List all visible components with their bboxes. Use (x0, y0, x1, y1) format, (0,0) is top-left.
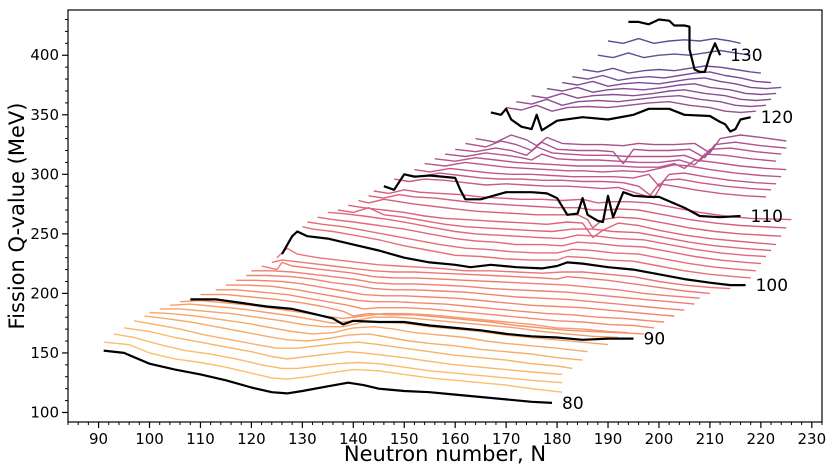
highlighted-lines (103, 18, 751, 404)
isotope-line-z93 (225, 284, 665, 323)
isotope-line-z85 (144, 315, 583, 361)
y-tick-label: 300 (30, 165, 59, 183)
x-tick-label: 150 (390, 430, 419, 448)
isotope-line-z106 (348, 204, 777, 246)
isotope-line-z125 (562, 77, 782, 90)
label-z80: 80 (562, 394, 584, 414)
label-z110: 110 (751, 207, 783, 227)
highlight-line-z110 (383, 173, 741, 224)
x-tick-label: 210 (696, 430, 725, 448)
isotope-line-z117 (455, 146, 782, 162)
isotope-line-z128 (597, 49, 751, 59)
isotope-line-z84 (134, 320, 573, 370)
isotope-line-z108 (368, 193, 787, 229)
highlight-line-z120 (490, 107, 751, 133)
isotope-line-z88 (169, 303, 619, 339)
x-axis-ticks: 90 100 110 120 130 140 150 160 170 180 190 200 210 22… (67, 422, 826, 448)
isotope-line-z86 (149, 311, 588, 353)
x-tick-label: 220 (747, 430, 776, 448)
label-z130: 130 (730, 46, 762, 66)
highlight-line-z130 (628, 18, 722, 73)
isotope-line-z105 (337, 207, 772, 252)
isotope-line-z119 (475, 134, 787, 154)
x-tick-label: 110 (186, 430, 215, 448)
x-tick-label: 100 (135, 430, 164, 448)
isotope-line-z122 (516, 95, 767, 108)
isotope-line-z92 (215, 289, 654, 329)
isotope-line-z107 (358, 198, 782, 237)
y-tick-label: 350 (30, 106, 59, 124)
isotope-line-z98 (271, 259, 710, 295)
y-axis-title: Fission Q-value (MeV) (5, 103, 29, 330)
isotope-line-z96 (251, 270, 695, 305)
plot-lines (103, 37, 792, 393)
isotope-line-z102 (307, 221, 756, 272)
x-tick-label: 140 (339, 430, 368, 448)
x-tick-label: 90 (89, 430, 108, 448)
isotope-line-z113 (414, 167, 777, 187)
y-tick-label: 400 (30, 46, 59, 64)
x-tick-label: 170 (492, 430, 521, 448)
label-z90: 90 (644, 330, 666, 350)
highlight-line-z90 (190, 298, 634, 341)
isotope-line-z121 (505, 101, 756, 114)
x-tick-label: 160 (441, 430, 470, 448)
x-tick-label: 180 (543, 430, 572, 448)
x-tick-label: 200 (645, 430, 674, 448)
isotope-line-z115 (434, 157, 787, 171)
isotope-line-z127 (582, 65, 761, 74)
y-tick-label: 200 (30, 284, 59, 302)
isotope-line-z82 (113, 333, 563, 384)
isotope-line-z104 (327, 211, 767, 258)
x-tick-label: 230 (797, 430, 826, 448)
isotope-line-z124 (546, 83, 777, 96)
y-axis-ticks: 100 150 200 250 300 350 400 (30, 19, 68, 421)
x-tick-label: 190 (594, 430, 623, 448)
isotope-line-z81 (103, 341, 563, 393)
isotope-line-z123 (531, 89, 772, 102)
x-axis-title: Neutron number, N (344, 442, 546, 466)
isotope-line-z116 (444, 152, 777, 166)
highlight-line-z100 (281, 230, 746, 287)
isotope-line-z83 (123, 327, 563, 376)
isotope-line-z112 (404, 172, 772, 199)
isotope-line-z129 (607, 37, 741, 44)
isotope-line-z94 (236, 279, 675, 317)
isotope-labels: 80 90 100 110 120 130 (562, 46, 793, 414)
x-tick-label: 130 (288, 430, 317, 448)
isotope-line-z126 (572, 71, 772, 84)
isotope-line-z118 (465, 140, 787, 165)
isotope-line-z103 (317, 216, 761, 265)
isotope-line-z91 (200, 293, 644, 335)
isotope-line-z114 (424, 161, 782, 178)
isotope-line-z101 (302, 226, 751, 279)
label-z120: 120 (761, 108, 793, 128)
isotope-line-z99 (276, 247, 731, 290)
label-z100: 100 (756, 276, 788, 296)
y-tick-label: 100 (30, 403, 59, 421)
highlight-line-z80 (103, 349, 553, 404)
isotope-line-z97 (261, 261, 700, 299)
isotope-line-z95 (246, 274, 685, 311)
isotope-line-z111 (393, 178, 767, 198)
y-tick-label: 150 (30, 344, 59, 362)
y-tick-label: 250 (30, 225, 59, 243)
x-tick-label: 120 (237, 430, 266, 448)
